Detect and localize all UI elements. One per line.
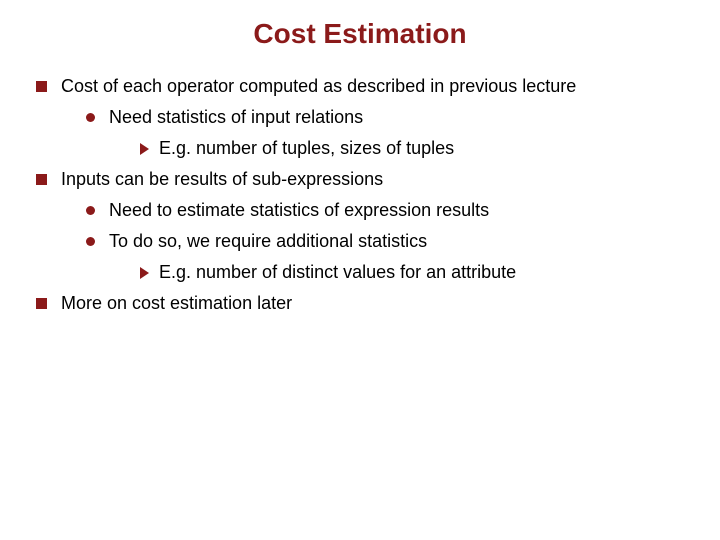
slide-title: Cost Estimation xyxy=(30,18,690,50)
triangle-bullet-icon xyxy=(140,143,149,155)
bullet-level3: E.g. number of distinct values for an at… xyxy=(140,262,690,283)
slide: Cost Estimation Cost of each operator co… xyxy=(0,0,720,540)
bullet-text: Inputs can be results of sub-expressions xyxy=(61,169,383,190)
bullet-text: E.g. number of distinct values for an at… xyxy=(159,262,516,283)
square-bullet-icon xyxy=(36,81,47,92)
bullet-text: More on cost estimation later xyxy=(61,293,292,314)
bullet-text: Need statistics of input relations xyxy=(109,107,363,128)
bullet-level2: To do so, we require additional statisti… xyxy=(86,231,690,252)
bullet-text: Cost of each operator computed as descri… xyxy=(61,76,576,97)
square-bullet-icon xyxy=(36,174,47,185)
bullet-level3: E.g. number of tuples, sizes of tuples xyxy=(140,138,690,159)
bullet-level2: Need statistics of input relations xyxy=(86,107,690,128)
bullet-level1: Inputs can be results of sub-expressions xyxy=(36,169,690,190)
bullet-level1: More on cost estimation later xyxy=(36,293,690,314)
dot-bullet-icon xyxy=(86,237,95,246)
square-bullet-icon xyxy=(36,298,47,309)
dot-bullet-icon xyxy=(86,206,95,215)
bullet-level2: Need to estimate statistics of expressio… xyxy=(86,200,690,221)
bullet-level1: Cost of each operator computed as descri… xyxy=(36,76,690,97)
bullet-text: To do so, we require additional statisti… xyxy=(109,231,427,252)
triangle-bullet-icon xyxy=(140,267,149,279)
dot-bullet-icon xyxy=(86,113,95,122)
bullet-text: E.g. number of tuples, sizes of tuples xyxy=(159,138,454,159)
bullet-text: Need to estimate statistics of expressio… xyxy=(109,200,489,221)
